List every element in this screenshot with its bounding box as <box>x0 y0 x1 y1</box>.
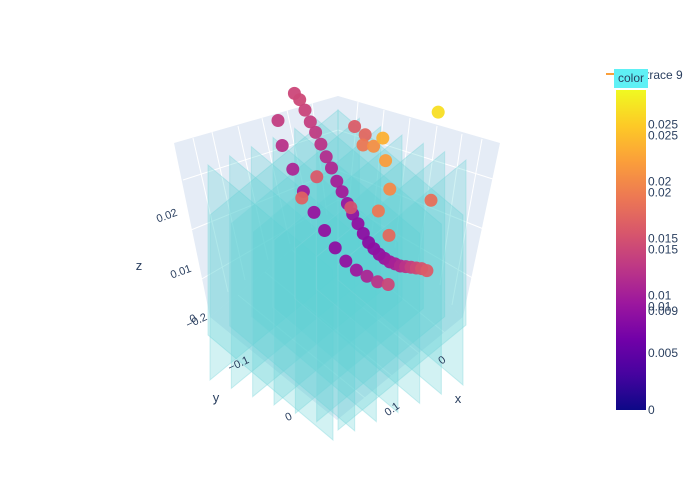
data-marker <box>339 254 353 268</box>
colorbar-tick-label: 0.025 <box>648 117 678 131</box>
data-marker <box>371 204 385 218</box>
data-marker <box>358 128 372 142</box>
colorbar-tick-label-secondary: 0.01 <box>648 300 672 314</box>
data-marker <box>298 103 312 117</box>
data-marker <box>310 170 324 184</box>
plane-a <box>250 145 377 423</box>
colorbar-tick-label: 0.015 <box>648 232 678 246</box>
marker-cloud <box>271 86 445 291</box>
data-marker <box>335 185 349 199</box>
plane-a <box>337 108 464 387</box>
gridline <box>337 169 487 231</box>
gridline <box>394 117 411 249</box>
plane-b <box>209 108 339 382</box>
data-marker <box>314 137 328 151</box>
floor-pane <box>210 211 463 420</box>
data-marker <box>318 224 332 237</box>
y-tick-label: 0 <box>283 411 294 424</box>
gridline <box>237 294 366 399</box>
gridline <box>264 271 393 377</box>
data-marker <box>309 125 323 139</box>
gridline <box>286 109 313 229</box>
colorbar-title: color <box>618 71 644 85</box>
gridline <box>439 133 463 286</box>
data-marker <box>286 162 300 176</box>
gridline <box>192 137 229 293</box>
x-tick-label: 0.1 <box>383 400 402 419</box>
data-marker <box>381 278 395 291</box>
data-marker <box>295 191 309 205</box>
data-marker <box>344 201 358 215</box>
data-marker <box>348 120 362 133</box>
data-marker <box>271 114 285 127</box>
plane-a <box>229 154 356 432</box>
x-tick-label: 0 <box>436 354 448 367</box>
data-marker <box>424 193 438 207</box>
colorbar-tick-label: 0.005 <box>648 346 678 360</box>
data-marker <box>325 161 338 175</box>
data-marker <box>367 139 381 153</box>
z-tick-label: 0 <box>188 312 198 325</box>
data-marker <box>383 182 397 196</box>
gridline <box>237 125 269 261</box>
data-marker <box>351 217 365 231</box>
data-marker <box>360 269 374 283</box>
data-marker <box>328 241 342 255</box>
plane-b <box>337 158 467 432</box>
data-marker <box>275 139 289 152</box>
colorbar-tick-label-secondary: 0.025 <box>648 128 678 142</box>
legend-entry-trace-9[interactable]: trace 9 <box>646 68 683 82</box>
data-marker <box>376 131 390 145</box>
colorbar-tick-label: 0.01 <box>648 289 672 303</box>
data-marker <box>382 228 396 242</box>
data-marker <box>431 105 445 119</box>
data-marker <box>356 138 370 152</box>
data-marker <box>420 264 434 278</box>
data-marker <box>349 263 363 277</box>
data-marker <box>293 93 307 107</box>
plane-b <box>294 142 424 415</box>
data-marker <box>303 115 317 129</box>
colorbar-title-box <box>614 69 648 88</box>
data-marker <box>371 275 385 289</box>
z-axis-title: z <box>136 258 143 273</box>
plane-b <box>252 125 382 398</box>
gridline <box>337 199 477 281</box>
z-tick-label: 0.02 <box>155 207 179 226</box>
data-marker <box>330 174 344 188</box>
gridline <box>291 249 421 355</box>
plane-a <box>207 163 334 442</box>
data-marker <box>307 205 321 219</box>
gridline <box>211 131 246 281</box>
gridline <box>261 117 291 245</box>
x-axis-title: x <box>455 391 462 406</box>
data-marker <box>379 154 393 168</box>
y-axis-title: y <box>213 390 220 405</box>
colorbar-tick-label: 0.02 <box>648 174 672 188</box>
colorbar-tick-label-secondary: 0.009 <box>648 304 678 318</box>
colorbar-tick-label: 0 <box>648 403 655 417</box>
colorbar <box>616 90 646 410</box>
plane-b <box>273 133 403 407</box>
gridline <box>182 129 339 181</box>
data-marker <box>319 150 333 164</box>
colorbar-tick-label-secondary: 0.02 <box>648 185 672 199</box>
colorbar-tick-label-secondary: 0.015 <box>648 243 678 257</box>
z-tick-label: 0.01 <box>169 263 193 282</box>
